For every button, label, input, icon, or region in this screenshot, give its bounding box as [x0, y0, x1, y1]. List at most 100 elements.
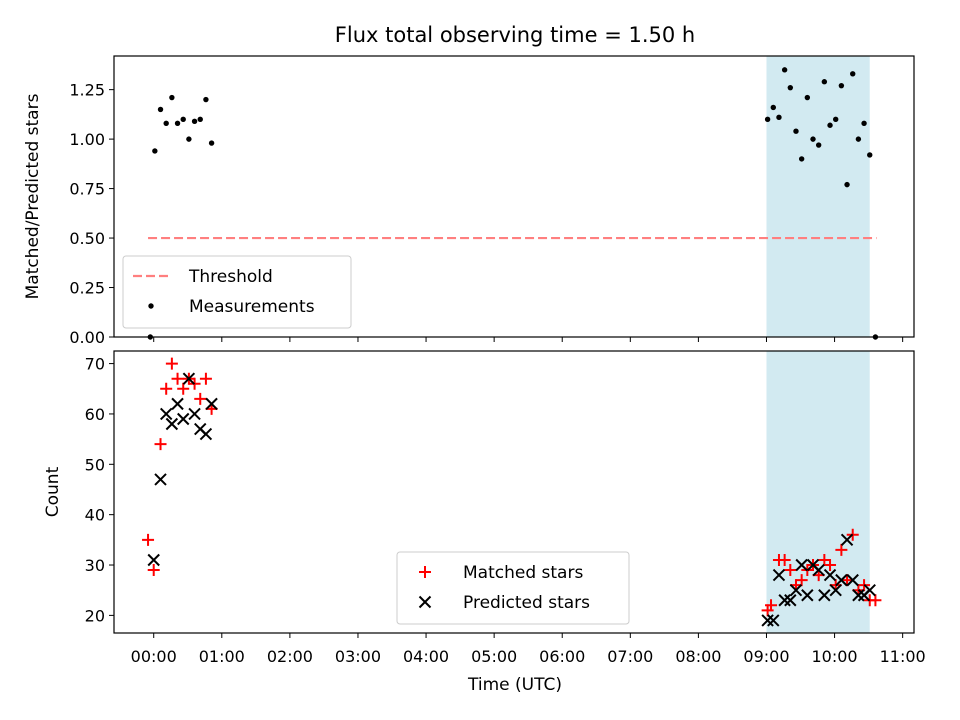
- x-tick-label: 05:00: [471, 647, 517, 666]
- legend-label: Measurements: [189, 297, 315, 317]
- measurement-point: [191, 118, 198, 125]
- measurement-point: [821, 79, 828, 85]
- y-tick-label: 1.00: [69, 130, 105, 149]
- legend-predicted-swatch: [418, 595, 432, 609]
- predicted-star-point: [846, 573, 859, 587]
- predicted-star-point: [818, 589, 831, 602]
- legend: Matched stars Predicted stars: [396, 551, 630, 625]
- y-tick-label: 0.00: [69, 328, 105, 347]
- matched-star-point: [869, 594, 882, 607]
- matched-star-point: [778, 553, 791, 566]
- matched-star-point: [835, 543, 848, 556]
- predicted-star-point: [823, 568, 837, 582]
- measurement-point: [787, 84, 794, 91]
- predicted-star-point: [789, 583, 803, 597]
- matched-star-point: [171, 372, 184, 385]
- matched-star-point: [142, 533, 155, 546]
- measurement-point: [152, 148, 158, 154]
- predicted-star-point: [795, 558, 808, 572]
- x-tick-label: 07:00: [607, 647, 653, 666]
- y-tick-label: 1.25: [69, 81, 105, 100]
- top-panel: 0.00 0.25 0.50 0.75 1.00 1.25 Matched/Predicte…: [23, 55, 915, 347]
- axes-frame: [113, 55, 915, 338]
- measurement-point: [764, 116, 771, 123]
- legend-label: Threshold: [188, 267, 273, 287]
- predicted-star-point: [171, 397, 184, 411]
- measurement-point: [203, 96, 209, 103]
- matched-star-point: [154, 438, 167, 451]
- x-tick-label: 06:00: [539, 647, 585, 666]
- x-tick-label: 10:00: [812, 647, 858, 666]
- shaded-span: [766, 56, 870, 337]
- legend-measurement-swatch: [148, 303, 154, 309]
- predicted-star-point: [199, 427, 213, 441]
- measurement-point: [163, 120, 169, 126]
- x-tick-label: 02:00: [267, 647, 313, 666]
- measurement-point: [815, 142, 822, 148]
- predicted-star-point: [177, 412, 190, 426]
- bottom-panel: 20 30 40 50 60 70 00:00 01:00 02:00 03:00 04:00 05:…: [43, 350, 926, 666]
- matched-star-point: [784, 564, 797, 577]
- shaded-span: [766, 351, 870, 633]
- y-axis-label: Count: [43, 466, 63, 517]
- predicted-star-point: [159, 407, 173, 421]
- matched-star-point: [765, 599, 778, 612]
- measurement-point: [180, 116, 186, 123]
- matched-star-point: [160, 382, 173, 395]
- matched-star-point: [818, 553, 831, 566]
- measurement-point: [781, 67, 788, 73]
- measurement-point: [776, 114, 782, 121]
- series-predicted-stars: [147, 372, 876, 627]
- x-tick-label: 01:00: [199, 647, 245, 666]
- predicted-star-point: [147, 553, 160, 567]
- predicted-star-point: [812, 563, 825, 577]
- predicted-star-point: [767, 614, 780, 627]
- matched-star-point: [177, 382, 190, 395]
- predicted-star-point: [835, 573, 848, 587]
- predicted-star-point: [205, 397, 218, 411]
- measurement-point: [855, 136, 862, 142]
- predicted-star-point: [154, 473, 167, 486]
- measurement-point: [186, 136, 192, 142]
- measurement-point: [804, 94, 811, 101]
- y-tick-label: 0.50: [69, 229, 105, 248]
- measurement-point: [833, 116, 839, 123]
- measurement-point: [770, 104, 776, 111]
- x-tick-label: 00:00: [131, 647, 177, 666]
- y-tick-label: 70: [85, 355, 105, 374]
- x-axis-label: Time (UTC): [467, 675, 562, 695]
- measurement-point: [844, 181, 850, 188]
- y-tick-label: 0.75: [69, 180, 105, 199]
- y-axis-label: Matched/Predicted stars: [23, 93, 43, 299]
- y-tick-label: 30: [85, 556, 105, 575]
- matched-star-point: [824, 559, 837, 572]
- x-tick-label: 03:00: [335, 647, 381, 666]
- legend-box: [122, 255, 352, 329]
- measurement-point: [798, 156, 805, 162]
- measurement-point: [850, 71, 856, 77]
- predicted-star-point: [829, 583, 842, 597]
- matched-star-point: [147, 564, 160, 577]
- predicted-star-point: [778, 594, 791, 607]
- matched-star-point: [194, 392, 207, 405]
- measurement-point: [208, 140, 215, 146]
- measurement-point: [157, 106, 164, 113]
- predicted-star-point: [852, 589, 865, 602]
- matched-star-point: [841, 574, 854, 587]
- predicted-star-point: [182, 372, 196, 385]
- measurement-point: [197, 116, 203, 123]
- matched-star-point: [199, 372, 212, 385]
- x-tick-label: 11:00: [880, 647, 926, 666]
- legend-matched-swatch: [419, 566, 431, 578]
- series-measurements: [147, 67, 879, 340]
- legend-label: Predicted stars: [463, 593, 590, 613]
- matched-star-point: [165, 357, 178, 370]
- predicted-star-point: [801, 589, 814, 602]
- y-tick-label: 60: [85, 405, 105, 424]
- measurement-point: [174, 120, 181, 126]
- y-tick-label: 0.25: [69, 279, 105, 298]
- predicted-star-point: [188, 407, 201, 421]
- legend-label: Matched stars: [463, 563, 583, 583]
- predicted-star-point: [784, 594, 797, 607]
